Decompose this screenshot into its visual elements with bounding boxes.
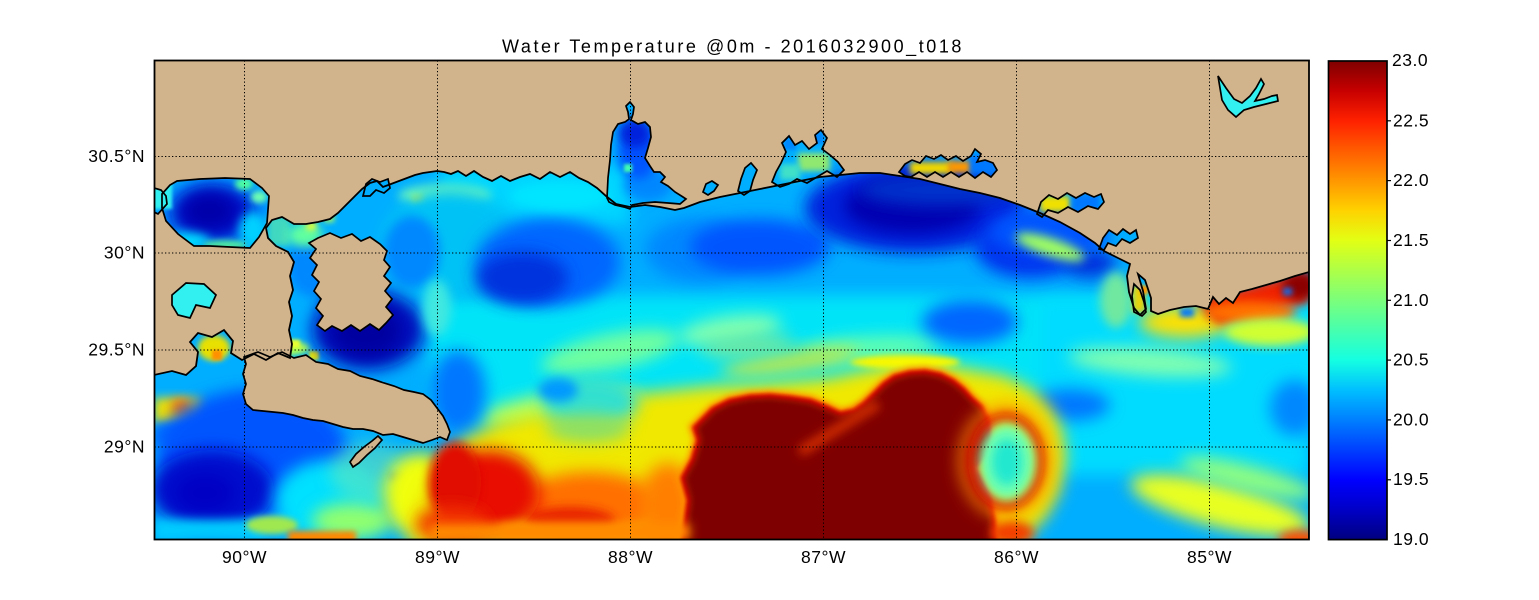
svg-text:22.5: 22.5: [1393, 110, 1429, 130]
svg-text:Water Temperature @0m - 201603: Water Temperature @0m - 2016032900_t018: [502, 37, 964, 58]
svg-text:87°W: 87°W: [801, 547, 846, 567]
svg-text:19.0: 19.0: [1393, 529, 1429, 549]
svg-text:89°W: 89°W: [415, 547, 460, 567]
svg-text:90°W: 90°W: [222, 547, 267, 567]
svg-text:29°N: 29°N: [104, 437, 145, 457]
svg-text:21.5: 21.5: [1393, 230, 1429, 250]
svg-text:29.5°N: 29.5°N: [88, 340, 145, 360]
svg-text:30°N: 30°N: [104, 243, 145, 263]
svg-text:88°W: 88°W: [608, 547, 653, 567]
svg-text:86°W: 86°W: [994, 547, 1039, 567]
svg-text:21.0: 21.0: [1393, 290, 1429, 310]
svg-text:20.5: 20.5: [1393, 350, 1429, 370]
svg-text:19.5: 19.5: [1393, 469, 1429, 489]
svg-text:85°W: 85°W: [1187, 547, 1232, 567]
svg-text:20.0: 20.0: [1393, 409, 1429, 429]
svg-text:22.0: 22.0: [1393, 170, 1429, 190]
svg-text:23.0: 23.0: [1392, 50, 1428, 70]
svg-text:30.5°N: 30.5°N: [88, 146, 145, 166]
